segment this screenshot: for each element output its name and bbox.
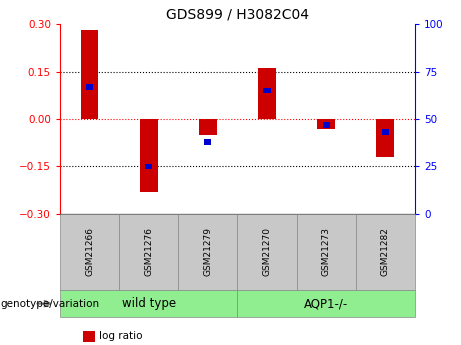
Bar <box>377 119 394 157</box>
Bar <box>317 119 335 128</box>
Text: AQP1-/-: AQP1-/- <box>304 297 348 310</box>
Text: GSM21266: GSM21266 <box>85 227 94 276</box>
Text: GSM21282: GSM21282 <box>381 227 390 276</box>
Bar <box>204 139 212 145</box>
Bar <box>263 88 271 93</box>
Text: GSM21279: GSM21279 <box>203 227 213 276</box>
Bar <box>81 30 98 119</box>
Bar <box>86 84 93 90</box>
Bar <box>258 68 276 119</box>
Text: wild type: wild type <box>122 297 176 310</box>
Text: log ratio: log ratio <box>99 332 142 341</box>
Title: GDS899 / H3082C04: GDS899 / H3082C04 <box>166 8 309 22</box>
Bar <box>323 122 330 128</box>
Bar <box>145 164 152 169</box>
Text: genotype/variation: genotype/variation <box>0 299 99 308</box>
Text: GSM21273: GSM21273 <box>322 227 331 276</box>
Text: GSM21276: GSM21276 <box>144 227 153 276</box>
Bar <box>140 119 158 192</box>
Bar <box>382 129 389 135</box>
Text: GSM21270: GSM21270 <box>262 227 272 276</box>
Bar <box>199 119 217 135</box>
